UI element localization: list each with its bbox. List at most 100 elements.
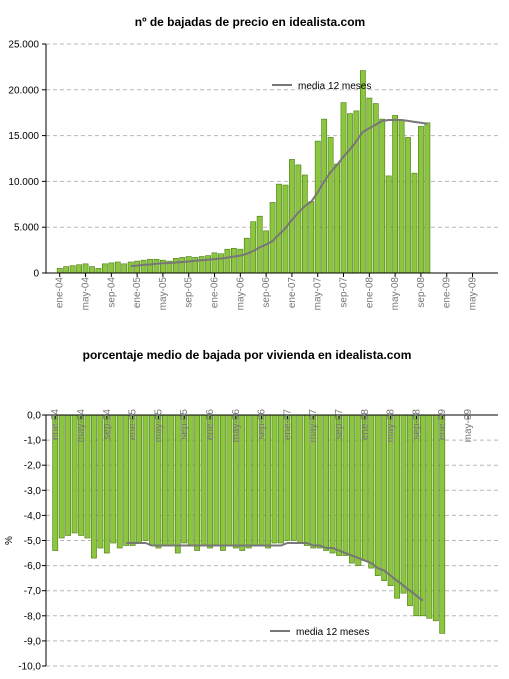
y-tick-labels: 0,0 -1,0 -2,0 -3,0 -4,0 -5,0 -6,0 -7,0 -8,0 -9,0 -… (18, 411, 41, 673)
bar (374, 414, 381, 576)
x-tick-label: may-05 (153, 409, 164, 443)
x-tick-label: may-08 (390, 277, 401, 311)
bar (82, 263, 89, 274)
bar (205, 255, 211, 274)
moving-average-line (130, 119, 428, 268)
y-tick-label: -9,0 (24, 636, 42, 647)
bar (398, 119, 405, 274)
bar (91, 414, 97, 559)
bar (353, 110, 360, 274)
x-tick-label: sep-07 (334, 409, 345, 440)
bar (147, 258, 153, 274)
bar (224, 248, 231, 274)
bar (76, 264, 82, 274)
x-tick-label: sep-04 (102, 409, 113, 440)
bar (379, 118, 386, 274)
bar (198, 256, 205, 274)
y-tick-label: 0 (33, 269, 39, 280)
bar (327, 137, 334, 274)
bar (56, 268, 63, 274)
x-tick-label: ene-07 (282, 409, 293, 441)
bar (407, 414, 413, 607)
x-tick-label: sep-05 (179, 409, 190, 440)
bar (142, 414, 149, 541)
y-tick-label: 5.000 (14, 223, 39, 234)
bar (366, 97, 373, 274)
bar (359, 70, 366, 274)
bar (256, 215, 263, 274)
bar (314, 140, 321, 274)
y-tick-label: 0,0 (27, 411, 41, 422)
bar (179, 257, 186, 274)
chart-porcentaje: porcentaje medio de bajada por vivienda … (4, 348, 498, 673)
chart-title: porcentaje medio de bajada por vivienda … (83, 348, 412, 362)
x-tick-label: ene-08 (360, 409, 371, 441)
bar (121, 263, 128, 274)
x-tick-label: ene-04 (50, 409, 61, 441)
bar (411, 172, 418, 274)
axes (45, 44, 498, 277)
bar (63, 266, 70, 274)
x-tick-label: may-07 (313, 277, 324, 311)
x-tick-label: sep-04 (106, 277, 117, 308)
y-tick-label: -8,0 (24, 611, 42, 622)
bar (168, 414, 175, 546)
y-axis-label: % (4, 536, 15, 545)
x-tick-label: may-05 (158, 277, 169, 311)
x-tick-label: ene-04 (55, 277, 66, 309)
bar (405, 137, 411, 274)
x-tick-label: ene-07 (287, 277, 298, 309)
y-tick-label: -6,0 (24, 561, 42, 572)
bar (413, 414, 420, 617)
bar (301, 174, 308, 274)
bar (263, 230, 270, 274)
x-tick-label: sep-05 (184, 277, 195, 308)
x-tick-label: ene-06 (210, 277, 221, 309)
bar (140, 259, 147, 274)
bar (439, 414, 446, 634)
y-tick-label: 15.000 (8, 131, 39, 142)
bar (237, 248, 244, 274)
bar (101, 263, 108, 274)
bar (108, 262, 115, 274)
bar (65, 414, 72, 536)
bar-series (52, 414, 446, 634)
x-tick-label: may-06 (231, 409, 242, 443)
y-tick-label: -3,0 (24, 486, 42, 497)
bar (334, 163, 340, 274)
y-tick-label: 10.000 (8, 177, 39, 188)
legend-label: media 12 meses (298, 81, 371, 92)
x-tick-labels: ene-04 may-04 sep-04 ene-05 may-05 sep-05 ene-… (55, 277, 479, 311)
y-tick-label: -1,0 (24, 436, 42, 447)
x-tick-label: ene-08 (364, 277, 375, 309)
bar (321, 118, 328, 274)
bar (95, 268, 102, 274)
bar (349, 414, 355, 564)
x-tick-label: sep-08 (416, 277, 427, 308)
bar (340, 102, 347, 274)
x-tick-label: may-09 (463, 409, 474, 443)
x-tick-label: may-06 (235, 277, 246, 311)
bar (114, 261, 121, 274)
bar (194, 414, 201, 551)
bar (432, 414, 439, 622)
bar (308, 201, 315, 274)
bar-series (56, 70, 431, 274)
moving-average-line (126, 542, 424, 602)
y-tick-label: 20.000 (8, 85, 39, 96)
bar (418, 126, 424, 274)
bar (153, 258, 160, 274)
y-tick-label: -2,0 (24, 461, 42, 472)
legend: media 12 meses (272, 81, 371, 92)
bar (392, 115, 399, 274)
legend-label: media 12 meses (296, 627, 369, 638)
bar (347, 113, 353, 274)
bar (400, 414, 407, 594)
y-tick-labels: 0 5.000 10.000 15.000 20.000 25.000 (8, 40, 39, 280)
bar (250, 221, 257, 274)
bar (116, 414, 123, 549)
bar (69, 265, 76, 274)
bar (297, 414, 304, 544)
x-tick-label: may-09 (468, 277, 479, 311)
bar (211, 252, 218, 274)
